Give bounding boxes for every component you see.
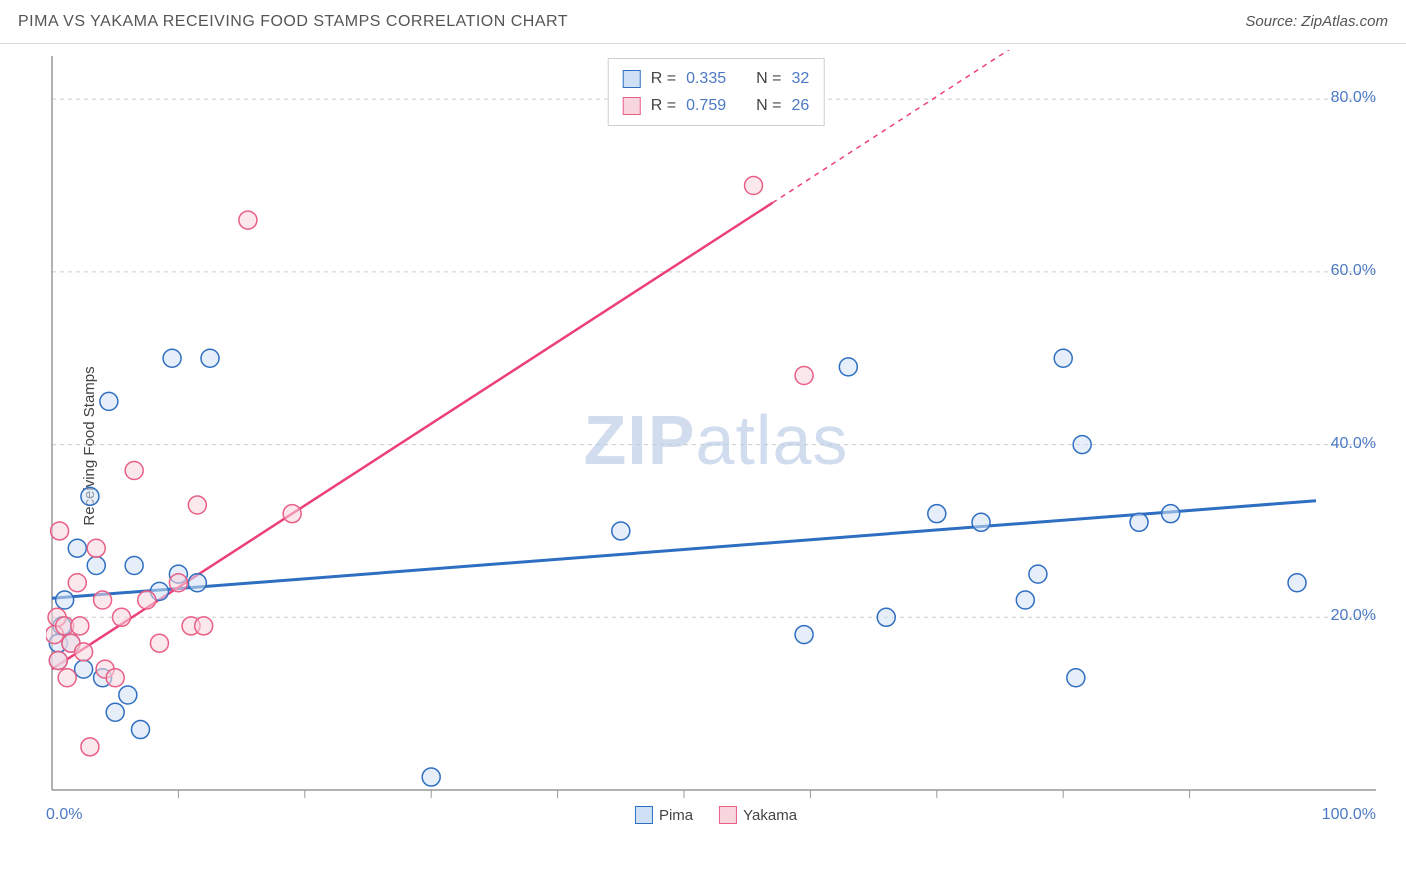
chart-title: PIMA VS YAKAMA RECEIVING FOOD STAMPS COR… xyxy=(18,13,568,31)
n-value: 32 xyxy=(791,65,809,92)
legend-swatch-icon xyxy=(719,806,737,824)
legend-label: Yakama xyxy=(743,807,797,824)
y-tick-label: 60.0% xyxy=(1331,262,1376,280)
y-tick-label: 40.0% xyxy=(1331,435,1376,453)
legend-swatch-icon xyxy=(623,97,641,115)
chart-area: ZIPatlas R =0.335N =32R =0.759N =26 Pima… xyxy=(46,50,1386,830)
legend-correlation-row: R = 0.759 N = 26 xyxy=(623,92,810,119)
source-prefix: Source: xyxy=(1245,13,1301,30)
r-label: R = xyxy=(651,92,676,119)
scatter-plot-svg xyxy=(46,50,1386,830)
n-label: N = xyxy=(756,65,781,92)
y-tick-label: 20.0% xyxy=(1331,607,1376,625)
legend-item: Yakama xyxy=(719,806,797,824)
r-label: R = xyxy=(651,65,676,92)
legend-swatch-icon xyxy=(623,70,641,88)
legend-swatch-icon xyxy=(635,806,653,824)
legend-item: Pima xyxy=(635,806,693,824)
n-label: N = xyxy=(756,92,781,119)
n-value: 26 xyxy=(791,92,809,119)
source-name: ZipAtlas.com xyxy=(1301,13,1388,30)
r-value: 0.335 xyxy=(686,65,726,92)
y-tick-label: 80.0% xyxy=(1331,89,1376,107)
legend-correlation-row: R = 0.335 N = 32 xyxy=(623,65,810,92)
legend-correlation-box: R = 0.335 N = 32 R = 0.759 N = 26 xyxy=(608,58,825,126)
r-value: 0.759 xyxy=(686,92,726,119)
legend-label: Pima xyxy=(659,807,693,824)
legend-series: Pima Yakama xyxy=(635,806,797,824)
x-axis-max-label: 100.0% xyxy=(1322,806,1376,824)
source-attribution: Source: ZipAtlas.com xyxy=(1245,13,1388,30)
x-axis-min-label: 0.0% xyxy=(46,806,82,824)
